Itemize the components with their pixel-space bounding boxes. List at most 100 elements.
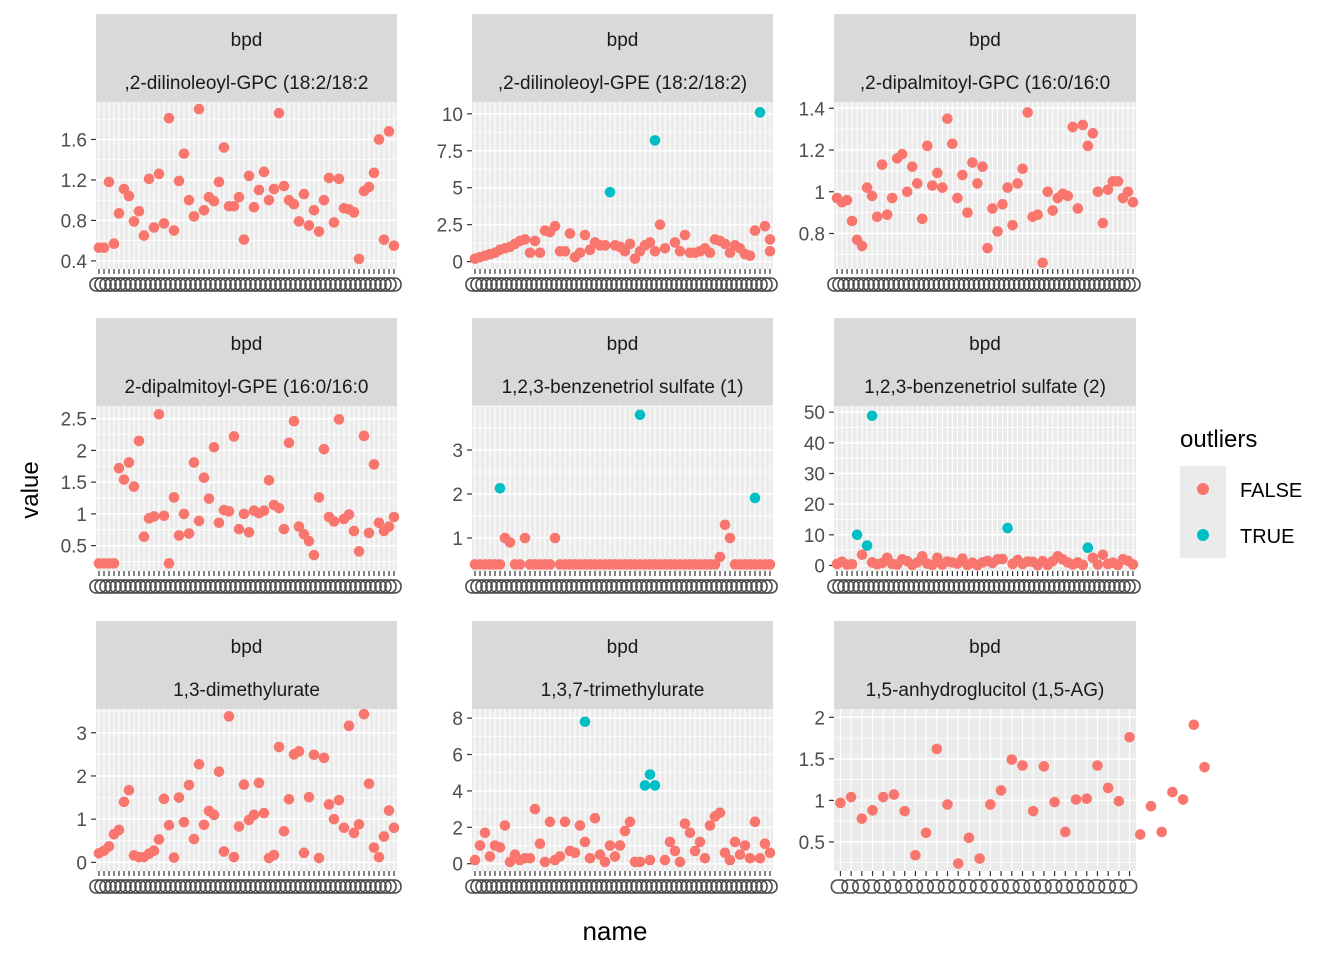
x-tick-label-glyph <box>665 277 683 292</box>
x-tick-label-glyph <box>894 879 913 894</box>
point-false <box>1072 203 1084 214</box>
x-tick-label-glyph <box>294 277 312 292</box>
x-tick-label-glyph <box>650 879 668 894</box>
point-false <box>614 840 626 851</box>
x-tick-label-glyph <box>490 879 508 894</box>
point-false <box>609 851 621 862</box>
y-tick-label: 1.4 <box>799 99 826 120</box>
point-false <box>534 838 546 849</box>
point-false <box>283 437 295 449</box>
x-tick-label-glyph <box>590 277 608 292</box>
y-tick-label: 2 <box>452 485 463 506</box>
x-tick-label-glyph <box>1042 579 1061 594</box>
x-tick-label-glyph <box>209 277 227 292</box>
x-tick-label-glyph <box>495 277 513 292</box>
x-tick-label-glyph <box>545 879 563 894</box>
point-false <box>168 492 180 503</box>
x-tick-label-glyph <box>555 879 573 894</box>
x-tick-label-glyph <box>129 579 147 594</box>
x-tick-label-glyph <box>119 579 137 594</box>
point-false <box>308 549 320 561</box>
x-tick-label-glyph <box>269 579 287 594</box>
x-tick-label-glyph <box>515 579 533 594</box>
point-false <box>353 253 365 265</box>
x-tick-label-glyph <box>284 879 302 894</box>
panel-background <box>96 709 397 871</box>
x-tick-label-glyph <box>104 879 122 894</box>
point-false <box>957 169 968 181</box>
x-tick-label-glyph <box>174 879 192 894</box>
x-tick-label-glyph <box>480 879 498 894</box>
x-tick-label-glyph <box>324 277 342 292</box>
point-false <box>679 229 691 241</box>
x-tick-label-glyph <box>760 879 778 894</box>
x-tick-label-glyph <box>194 277 212 292</box>
facet-panel: bpd 1,5-anhydroglucitol (1,5-AG) 0.5 1 1.5 2 <box>799 621 1210 894</box>
x-tick-label-glyph <box>1012 277 1031 292</box>
x-tick-label-glyph <box>274 579 292 594</box>
x-tick-label-glyph <box>114 579 132 594</box>
x-tick-label-glyph <box>992 579 1011 594</box>
y-tick-label: 7.5 <box>437 142 463 163</box>
y-tick-label: 0.5 <box>799 833 825 854</box>
point-false <box>714 807 726 819</box>
point-false <box>504 537 516 548</box>
x-tick-label-glyph <box>962 579 981 594</box>
point-false <box>932 167 943 179</box>
point-false <box>1037 257 1048 269</box>
x-tick-label-glyph <box>660 879 678 894</box>
x-tick-label-glyph <box>980 879 999 894</box>
x-tick-label-glyph <box>948 879 967 894</box>
x-tick-label-glyph <box>164 277 182 292</box>
point-false <box>764 559 776 570</box>
point-false <box>579 229 591 241</box>
x-tick-label-glyph <box>645 879 663 894</box>
x-tick-label-glyph <box>882 579 900 594</box>
point-false <box>937 182 948 193</box>
x-tick-label-glyph <box>959 879 977 894</box>
point-false <box>348 207 360 218</box>
x-tick-label-glyph <box>700 277 718 292</box>
point-false <box>866 190 878 202</box>
y-axis-title: value <box>17 461 44 518</box>
x-tick-label-glyph <box>149 879 167 894</box>
x-tick-label-glyph <box>124 879 142 894</box>
point-false <box>1188 719 1200 731</box>
x-tick-label-glyph <box>842 277 860 292</box>
x-tick-label-glyph <box>470 579 488 594</box>
y-tick-label: 0 <box>814 556 825 577</box>
x-tick-label-glyph <box>289 579 307 594</box>
x-tick-label-glyph <box>625 879 643 894</box>
x-tick-label-glyph <box>530 879 548 894</box>
x-tick-label-glyph <box>887 277 906 292</box>
x-tick-label-glyph <box>94 277 112 292</box>
point-false <box>168 852 180 863</box>
point-false <box>559 816 571 828</box>
x-tick-label-glyph <box>620 879 638 894</box>
x-tick-label-glyph <box>179 879 197 894</box>
point-false <box>388 822 400 834</box>
point-false <box>559 245 571 257</box>
point-false <box>323 799 335 810</box>
point-false <box>273 107 285 119</box>
x-tick-label-glyph <box>1068 579 1086 594</box>
legend-marker-true <box>1197 529 1209 541</box>
x-tick-label-glyph <box>740 579 758 594</box>
point-false <box>484 851 496 862</box>
point-false <box>684 827 696 839</box>
x-tick-label-glyph <box>912 277 931 292</box>
point-false <box>368 167 380 179</box>
point-false <box>1082 140 1094 152</box>
x-tick-label-glyph <box>510 879 528 894</box>
facet-panel: bpd 1,2,3-benzenetriol sulfate (1) 1 2 3 <box>452 318 778 594</box>
x-tick-label-glyph <box>239 879 257 894</box>
point-false <box>931 743 943 755</box>
point-false <box>549 220 561 232</box>
x-tick-labels <box>465 879 778 894</box>
point-false <box>759 838 771 849</box>
point-false <box>1113 795 1125 807</box>
point-false <box>163 112 175 124</box>
point-false <box>378 831 390 842</box>
point-false <box>469 854 481 866</box>
point-false <box>368 842 380 853</box>
